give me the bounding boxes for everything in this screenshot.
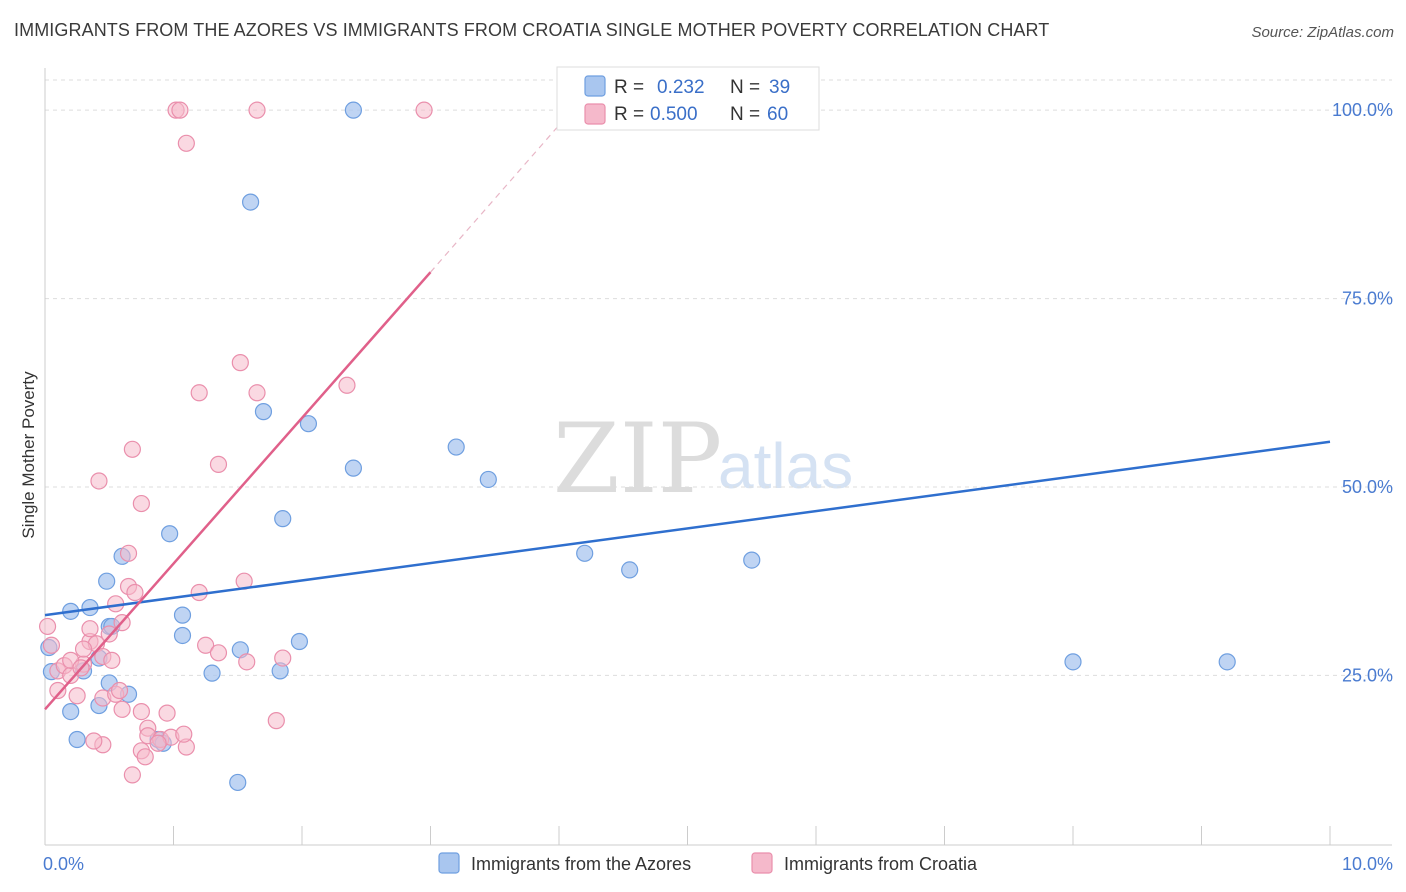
croatia-point-0 xyxy=(38,617,57,636)
y-tick-label-2: 75.0% xyxy=(1342,289,1393,309)
croatia-point-41 xyxy=(231,354,249,372)
croatia-point-13 xyxy=(126,583,144,602)
croatia-point-57 xyxy=(110,681,129,700)
stats-legend: R = 0.232 N = 39 R = 0.500 N = 60 xyxy=(556,66,820,131)
azores-point-22 xyxy=(229,773,247,792)
azores-point-24 xyxy=(254,403,273,421)
y-tick-labels: 25.0% 50.0% 75.0% 100.0% xyxy=(1332,100,1393,685)
x-tick-label-1: 10.0% xyxy=(1342,854,1393,874)
azores-point-7 xyxy=(161,525,179,543)
croatia-point-46 xyxy=(267,712,285,730)
azores-point-23 xyxy=(242,193,260,211)
azores-point-27 xyxy=(344,459,362,477)
stats-n-value-croatia: 60 xyxy=(767,104,788,125)
x-ticks xyxy=(44,826,1331,845)
croatia-point-33 xyxy=(123,440,141,458)
stats-r-label-croatia: R = xyxy=(614,104,644,125)
azores-point-13 xyxy=(62,702,80,721)
azores-point-21 xyxy=(290,632,309,651)
azores-point-29 xyxy=(447,438,465,456)
croatia-point-49 xyxy=(171,101,189,119)
croatia-point-29 xyxy=(123,766,141,784)
croatia-point-59 xyxy=(175,725,193,743)
azores-point-9 xyxy=(173,626,192,645)
croatia-point-35 xyxy=(90,472,108,490)
croatia-point-56 xyxy=(103,651,121,669)
croatia-point-40 xyxy=(190,384,208,402)
azores-point-32 xyxy=(621,561,639,579)
azores-point-4 xyxy=(98,572,116,590)
stats-n-label-croatia: N = xyxy=(730,104,760,125)
legend-label-azores: Immigrants from the Azores xyxy=(471,854,691,874)
azores-point-31 xyxy=(576,544,594,562)
croatia-point-17 xyxy=(68,687,86,705)
croatia-point-44 xyxy=(238,653,256,671)
azores-point-30 xyxy=(479,470,497,489)
croatia-point-50 xyxy=(177,134,195,152)
trend-line-croatia-extension xyxy=(430,124,560,273)
trend-line-croatia xyxy=(44,271,432,711)
croatia-point-15 xyxy=(81,620,99,638)
series-legend: Immigrants from the Azores Immigrants fr… xyxy=(438,852,978,874)
croatia-point-1 xyxy=(42,636,61,654)
y-axis-label: Single Mother Poverty xyxy=(19,371,38,539)
x-tick-label-0: 0.0% xyxy=(43,854,84,874)
stats-r-value-azores: 0.232 xyxy=(657,77,705,98)
axes xyxy=(44,68,1392,846)
legend-swatch-azores xyxy=(438,852,460,874)
croatia-point-32 xyxy=(85,732,103,750)
croatia-point-47 xyxy=(338,376,356,394)
croatia-point-16 xyxy=(74,640,93,658)
azores-point-33 xyxy=(743,551,761,569)
croatia-point-52 xyxy=(415,101,433,119)
croatia-point-21 xyxy=(132,702,150,721)
croatia-point-53 xyxy=(49,681,67,700)
azores-point-28 xyxy=(344,101,362,119)
croatia-point-39 xyxy=(209,455,228,473)
croatia-point-26 xyxy=(158,704,176,722)
azores-point-35 xyxy=(1218,653,1236,671)
stats-swatch-croatia xyxy=(584,103,606,125)
croatia-point-38 xyxy=(209,644,228,662)
azores-point-25 xyxy=(274,510,292,528)
stats-n-label-azores: N = xyxy=(730,77,760,98)
croatia-point-34 xyxy=(132,494,150,513)
croatia-point-45 xyxy=(274,649,292,667)
chart-title: IMMIGRANTS FROM THE AZORES VS IMMIGRANTS… xyxy=(14,20,1050,40)
croatia-point-14 xyxy=(100,625,118,643)
trend-lines xyxy=(44,124,1331,711)
croatia-point-20 xyxy=(113,700,131,718)
series-croatia-points xyxy=(38,101,433,784)
croatia-point-51 xyxy=(248,101,266,119)
stats-r-value-croatia: 0.500 xyxy=(650,104,698,125)
azores-point-34 xyxy=(1064,653,1082,671)
stats-n-value-azores: 39 xyxy=(769,77,790,98)
x-tick-labels: 0.0% 10.0% xyxy=(43,854,1393,874)
y-tick-label-0: 25.0% xyxy=(1342,665,1393,685)
azores-point-26 xyxy=(299,415,318,433)
y-tick-label-1: 50.0% xyxy=(1342,477,1393,497)
azores-point-15 xyxy=(68,730,86,749)
source-credit: Source: ZipAtlas.com xyxy=(1251,24,1394,41)
legend-swatch-croatia xyxy=(751,852,773,874)
y-tick-label-3: 100.0% xyxy=(1332,100,1393,120)
watermark-zip: ZIP xyxy=(553,403,722,515)
croatia-point-37 xyxy=(197,636,215,654)
croatia-point-58 xyxy=(149,734,167,752)
croatia-point-30 xyxy=(136,748,154,766)
croatia-point-42 xyxy=(248,384,266,402)
trend-line-azores xyxy=(44,440,1331,617)
azores-point-8 xyxy=(173,606,192,624)
stats-swatch-azores xyxy=(584,75,606,97)
croatia-point-11 xyxy=(119,544,138,562)
azores-point-18 xyxy=(203,664,221,682)
watermark-atlas: atlas xyxy=(718,430,853,502)
stats-r-label-azores: R = xyxy=(614,77,644,98)
legend-label-croatia: Immigrants from Croatia xyxy=(784,854,978,874)
